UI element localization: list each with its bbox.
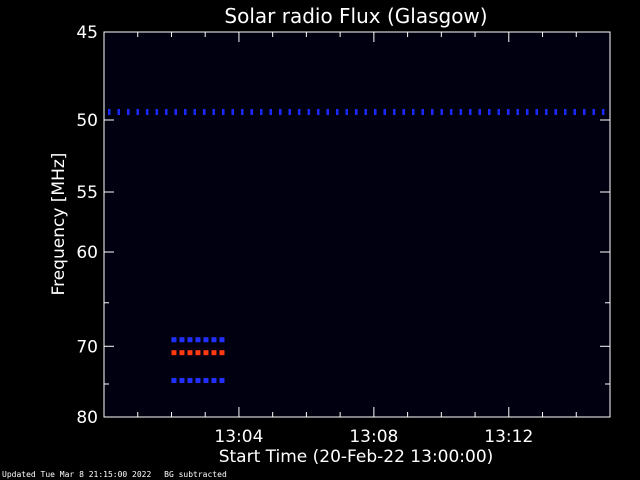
feature-dot: [526, 109, 529, 115]
feature-dot: [374, 109, 377, 115]
feature-dash: [187, 377, 193, 383]
y-tick-label: 80: [76, 408, 98, 428]
feature-dot: [241, 109, 244, 115]
x-axis-label: Start Time (20-Feb-22 13:00:00): [219, 447, 494, 467]
feature-dash: [219, 337, 225, 343]
feature-dot: [193, 109, 196, 115]
feature-dash: [179, 377, 185, 383]
feature-dot: [165, 109, 168, 115]
feature-2: [171, 350, 225, 356]
feature-dot: [412, 109, 415, 115]
feature-dot: [583, 109, 586, 115]
plot-frame: [103, 31, 611, 418]
feature-dot: [497, 109, 500, 115]
y-tick-label: 60: [76, 243, 98, 263]
feature-dot: [231, 109, 234, 115]
feature-dash: [179, 337, 185, 343]
x-tick-label: 13:08: [349, 427, 398, 447]
feature-dash: [195, 350, 201, 356]
feature-dot: [288, 109, 291, 115]
feature-dot: [117, 109, 120, 115]
axes: 45 50 55 60 70 80 13:04 13:08 13:12: [76, 23, 610, 447]
feature-dot: [212, 109, 215, 115]
feature-dot: [507, 109, 510, 115]
feature-dash: [211, 350, 217, 356]
y-tick-label: 50: [76, 111, 98, 131]
feature-dash: [203, 350, 209, 356]
feature-dot: [592, 109, 595, 115]
feature-dot: [440, 109, 443, 115]
feature-dot: [184, 109, 187, 115]
feature-dot: [250, 109, 253, 115]
feature-dash: [211, 377, 217, 383]
feature-dash: [187, 350, 193, 356]
feature-dot: [402, 109, 405, 115]
feature-dot: [336, 109, 339, 115]
spectral-features: [108, 109, 605, 383]
y-tick-label: 45: [76, 23, 98, 43]
plot-area: [104, 32, 610, 417]
feature-dot: [516, 109, 519, 115]
feature-dot: [450, 109, 453, 115]
bg-subtracted-note: BG subtracted: [164, 470, 227, 479]
feature-dash: [219, 377, 225, 383]
y-tick-label: 70: [76, 337, 98, 357]
feature-dash: [171, 350, 177, 356]
feature-dot: [488, 109, 491, 115]
feature-dot: [108, 109, 111, 115]
feature-dot: [355, 109, 358, 115]
y-axis-label: Frequency [MHz]: [49, 153, 69, 296]
feature-dash: [203, 377, 209, 383]
feature-dash: [195, 337, 201, 343]
x-tick-label: 13:12: [484, 427, 533, 447]
feature-dash: [171, 337, 177, 343]
y-tick-label: 55: [76, 183, 98, 203]
feature-dot: [545, 109, 548, 115]
feature-dot: [260, 109, 263, 115]
feature-dot: [146, 109, 149, 115]
updated-timestamp: Updated Tue Mar 8 21:15:00 2022: [2, 470, 152, 479]
feature-dash: [211, 337, 217, 343]
feature-dot: [421, 109, 424, 115]
feature-0: [108, 109, 605, 115]
feature-dot: [535, 109, 538, 115]
feature-dot: [459, 109, 462, 115]
feature-dot: [174, 109, 177, 115]
feature-dot: [383, 109, 386, 115]
feature-dash: [171, 377, 177, 383]
feature-dot: [554, 109, 557, 115]
feature-dot: [564, 109, 567, 115]
feature-dash: [219, 350, 225, 356]
feature-dot: [469, 109, 472, 115]
footer: Updated Tue Mar 8 21:15:00 2022 BG subtr…: [2, 470, 235, 479]
feature-dot: [393, 109, 396, 115]
feature-dot: [345, 109, 348, 115]
feature-dot: [602, 109, 605, 115]
feature-dash: [187, 337, 193, 343]
feature-dot: [431, 109, 434, 115]
feature-dot: [307, 109, 310, 115]
feature-dot: [203, 109, 206, 115]
feature-dash: [195, 377, 201, 383]
feature-dot: [317, 109, 320, 115]
x-tick-label: 13:04: [214, 427, 263, 447]
feature-dot: [127, 109, 130, 115]
feature-dot: [222, 109, 225, 115]
feature-dot: [573, 109, 576, 115]
feature-dot: [279, 109, 282, 115]
feature-dot: [326, 109, 329, 115]
feature-dash: [179, 350, 185, 356]
feature-dot: [136, 109, 139, 115]
feature-dot: [269, 109, 272, 115]
feature-dot: [478, 109, 481, 115]
feature-3: [171, 377, 225, 383]
feature-dot: [364, 109, 367, 115]
feature-dot: [298, 109, 301, 115]
feature-1: [171, 337, 225, 343]
chart-title: Solar radio Flux (Glasgow): [224, 4, 487, 28]
feature-dash: [203, 337, 209, 343]
feature-dot: [155, 109, 158, 115]
